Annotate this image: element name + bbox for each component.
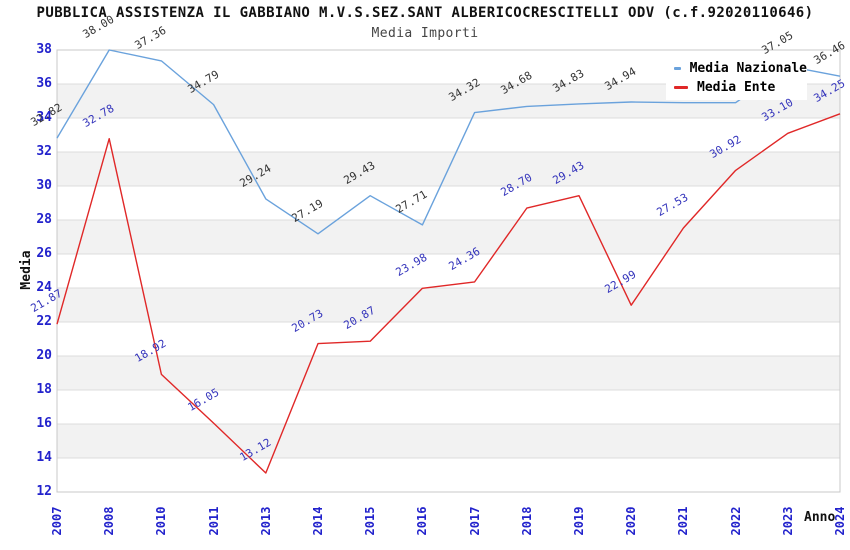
plot-band	[57, 458, 840, 492]
plot-band	[57, 322, 840, 356]
y-tick-label: 34	[36, 110, 52, 125]
y-tick-label: 16	[36, 416, 52, 431]
chart-subtitle: Media Importi	[371, 26, 479, 41]
y-tick-label: 28	[36, 212, 52, 227]
y-tick-label: 12	[36, 484, 52, 499]
y-tick-label: 22	[36, 314, 52, 329]
x-tick-label: 2010	[154, 506, 169, 536]
plot-band	[57, 254, 840, 288]
plot-band	[57, 186, 840, 220]
x-tick-label: 2015	[363, 506, 378, 536]
plot-band	[57, 220, 840, 254]
plot-band	[57, 390, 840, 424]
x-tick-label: 2020	[624, 506, 639, 536]
x-tick-label: 2007	[50, 506, 64, 536]
x-axis-title: Anno	[804, 510, 836, 525]
nazionale-line-swatch-icon	[674, 66, 681, 70]
x-tick-label: 2022	[728, 506, 743, 536]
x-tick-label: 2008	[102, 506, 117, 536]
chart-title: PUBBLICA ASSISTENZA IL GABBIANO M.V.S.SE…	[36, 5, 814, 21]
media-nazionale-line	[56, 49, 841, 235]
y-tick-label: 32	[36, 144, 52, 159]
plot-band	[57, 288, 840, 322]
y-tick-label: 36	[36, 76, 52, 91]
y-axis-title: Media	[19, 250, 34, 290]
media-ente-line	[56, 113, 841, 474]
x-tick-label: 2021	[676, 506, 691, 536]
y-tick-label: 30	[36, 178, 52, 193]
x-tick-label: 2019	[572, 506, 586, 536]
y-tick-label: 26	[36, 246, 52, 261]
plot-band	[57, 118, 840, 152]
y-tick-label: 24	[36, 280, 52, 295]
legend: Media Nazionale Media Ente	[666, 55, 807, 100]
x-tick-label: 2011	[206, 506, 221, 536]
y-tick-label: 14	[36, 450, 52, 465]
legend-item-media-nazionale: Media Nazionale	[674, 61, 807, 76]
x-tick-label: 2018	[519, 506, 534, 536]
x-tick-label: 2017	[467, 506, 482, 536]
x-tick-label: 2013	[258, 506, 273, 536]
x-tick-label: 2016	[415, 506, 430, 536]
y-tick-label: 18	[36, 382, 52, 397]
y-tick-label: 20	[36, 348, 52, 363]
plot-band	[57, 424, 840, 458]
legend-label-nazionale: Media Nazionale	[689, 60, 807, 76]
x-tick-label: 2014	[311, 506, 325, 536]
plot-border	[56, 49, 841, 493]
y-tick-label: 38	[36, 42, 52, 57]
legend-label-ente: Media Ente	[697, 79, 776, 95]
x-tick-label: 2023	[780, 506, 795, 536]
ente-line-swatch-icon	[674, 85, 688, 89]
plot-band	[57, 356, 840, 390]
legend-item-media-ente: Media Ente	[674, 80, 807, 95]
